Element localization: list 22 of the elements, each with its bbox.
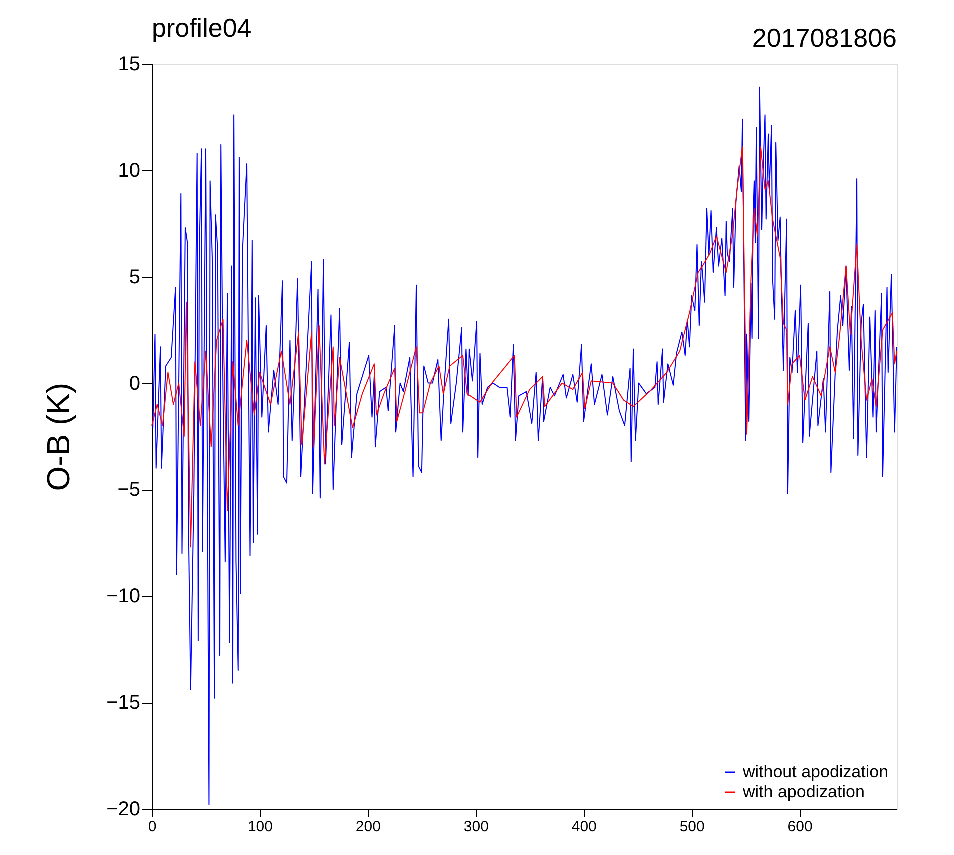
y-tick-label: −20 [106, 798, 140, 820]
y-tick-label: −5 [118, 479, 140, 502]
x-tick-label: 300 [464, 818, 489, 836]
line-series [152, 86, 898, 806]
x-tick-label: 500 [680, 818, 705, 836]
chart-title: profile04 [152, 13, 252, 43]
x-tick-label: 0 [148, 818, 157, 836]
x-tick-label: 600 [788, 818, 813, 836]
y-tick-label: 15 [118, 54, 140, 76]
y-tick-label: 0 [129, 372, 140, 395]
text: 2017081806 [752, 23, 897, 53]
x-tick-label: 400 [572, 818, 597, 836]
y-tick-label: 5 [129, 266, 140, 288]
line-series [152, 146, 898, 548]
x-tick-label: 200 [356, 818, 381, 836]
y-tick-label: −15 [106, 692, 140, 714]
legend-label: without apodization [742, 762, 889, 782]
x-tick-label: 100 [248, 818, 273, 836]
y-tick-label: −10 [106, 586, 140, 608]
y-tick-label: 10 [118, 160, 140, 182]
legend-label: with apodization [742, 782, 865, 802]
y-axis-title: O-B (K) [40, 382, 77, 492]
